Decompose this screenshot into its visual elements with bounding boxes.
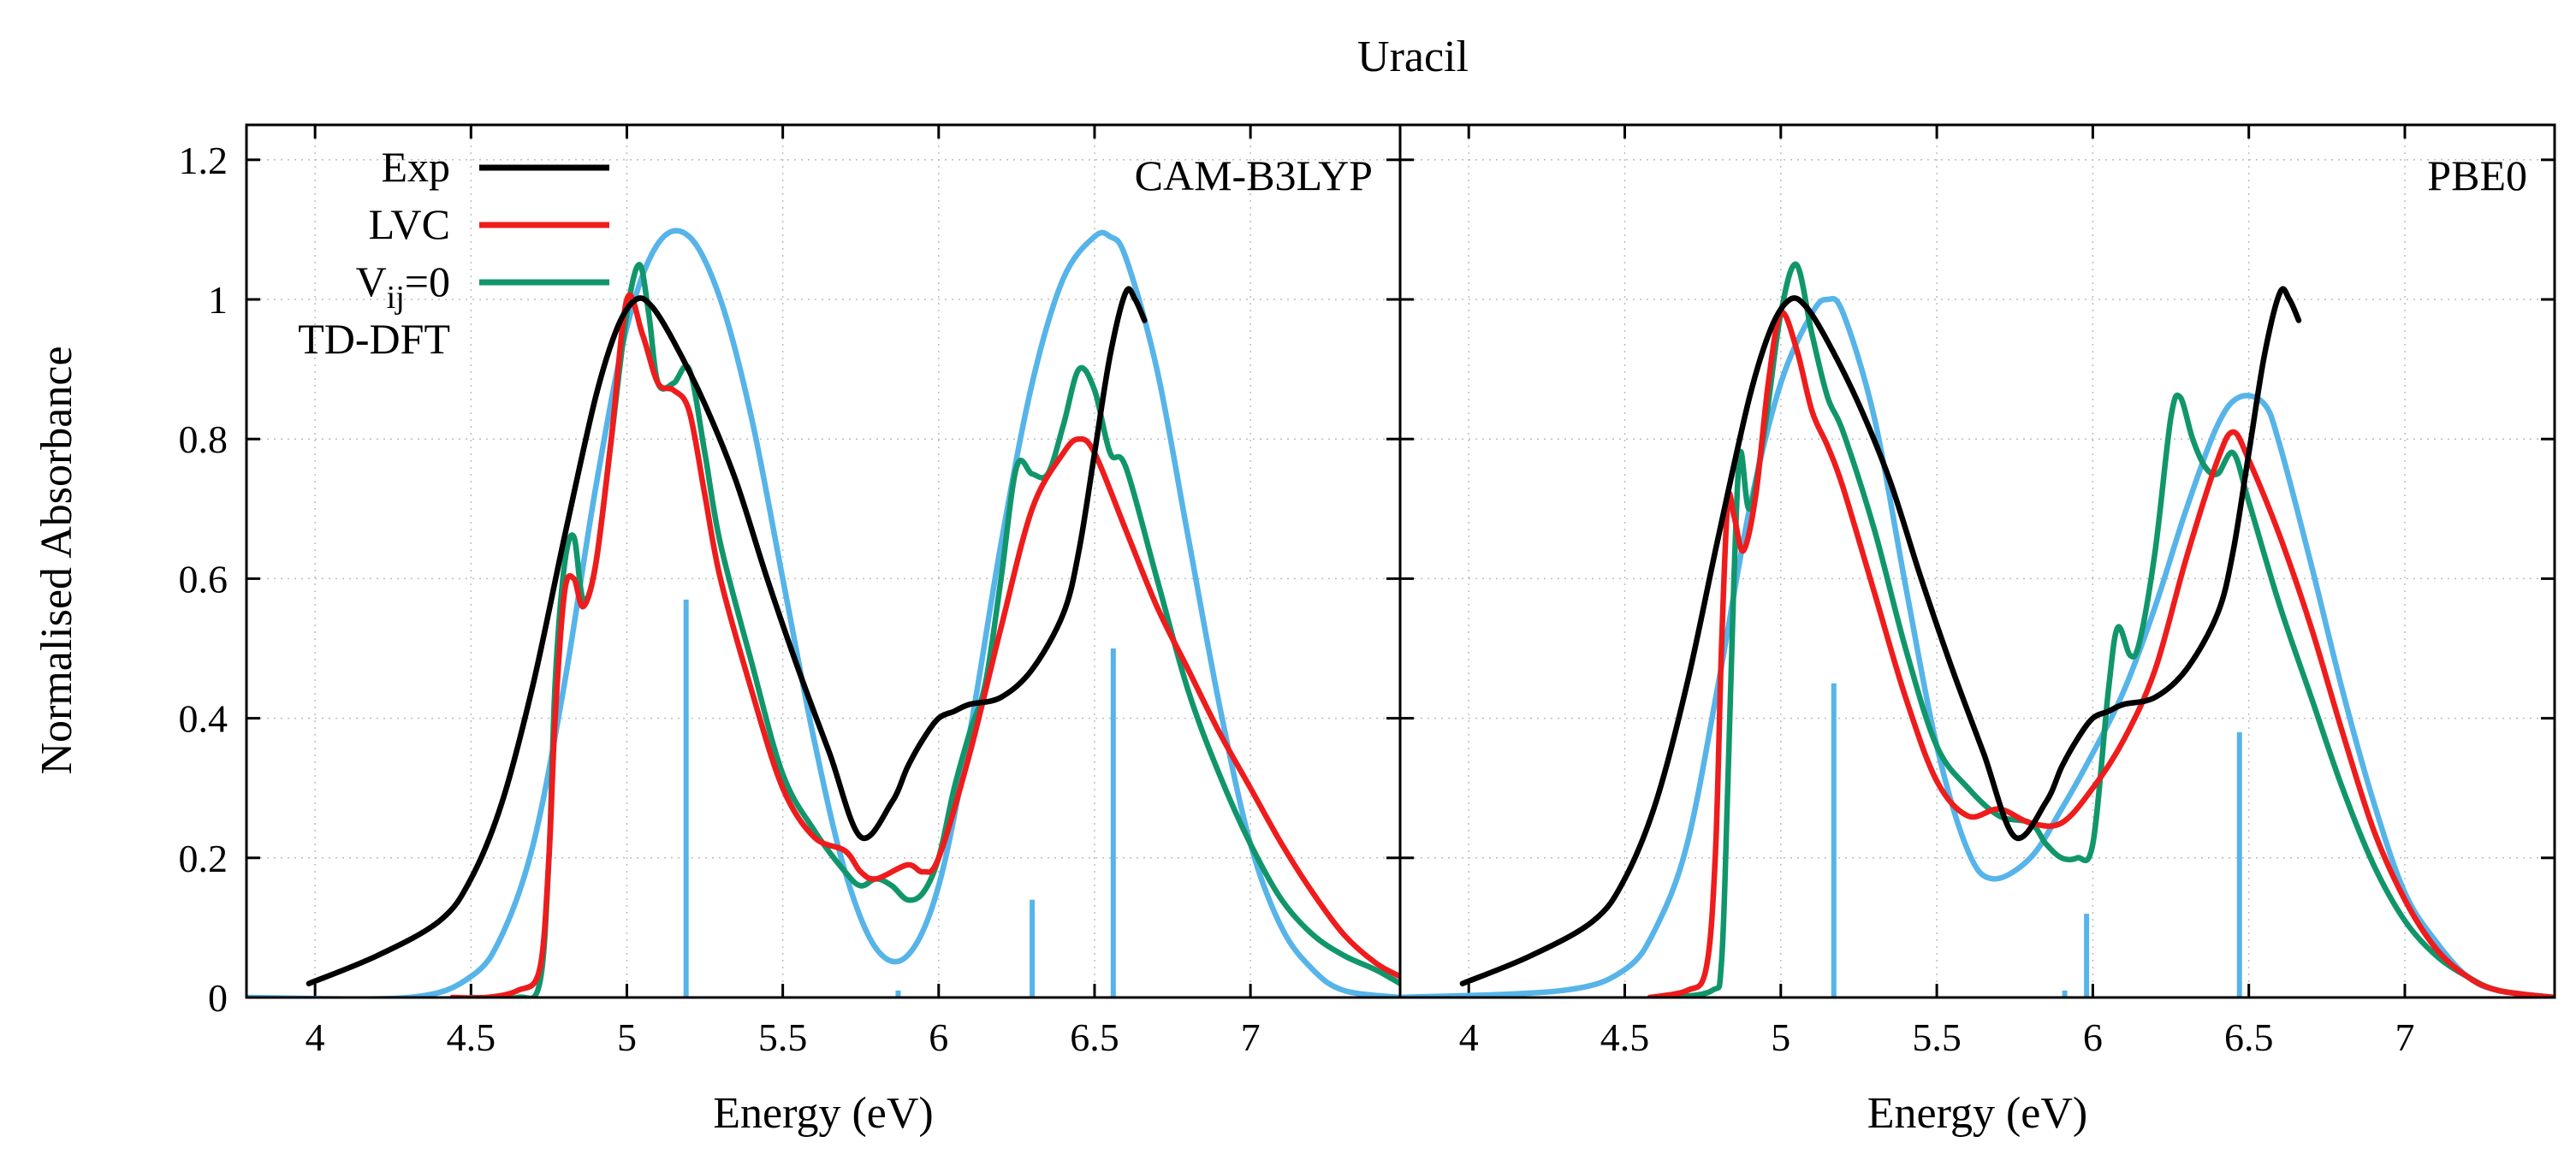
x-tick-label: 5: [617, 1015, 637, 1059]
legend: Exp LVC Vij=0TD-DFT: [298, 143, 609, 363]
lvc-curve: [449, 292, 1400, 997]
y-tick-label: 1: [208, 278, 228, 322]
exp-curve: [1459, 286, 2302, 986]
lvc-curve: [1647, 310, 2555, 997]
x-tick-label: 6: [929, 1015, 948, 1059]
td-dft-curve: [246, 228, 1400, 997]
vij0-curve: [1668, 261, 2555, 997]
x-tick-label: 5: [1771, 1015, 1790, 1059]
legend-label: LVC: [369, 200, 450, 248]
figure-title: Uracil: [1357, 33, 1469, 81]
legend-item-exp: Exp: [381, 143, 609, 191]
y-axis-label: Normalised Absorbance: [33, 346, 81, 774]
panel-cam-b3lyp: 0 0.2 0.4 0.6 0.8 1 1.2 4 4.5 5 5.5 6 6.5 7 CAM-B3LYP E…: [179, 123, 1402, 1138]
x-tick-label: 4: [306, 1015, 325, 1059]
x-tick-label: 5.5: [758, 1015, 808, 1059]
x-tick-label: 6.5: [1070, 1015, 1119, 1059]
panel-label: CAM-B3LYP: [1135, 151, 1373, 199]
y-tick-label: 1.2: [179, 139, 229, 182]
panel-label: PBE0: [2427, 151, 2527, 199]
exp-curve: [306, 286, 1148, 986]
y-tick-label: 0.8: [179, 417, 229, 461]
y-tick-label: 0: [208, 976, 228, 1020]
legend-label: Vij=0: [356, 257, 450, 316]
y-tick-label: 0.6: [179, 557, 229, 601]
x-tick-label: 7: [1241, 1015, 1261, 1059]
y-tick-label: 0.4: [179, 697, 229, 741]
legend-item-vij0: Vij=0: [356, 257, 609, 316]
legend-label: Exp: [381, 143, 450, 191]
x-tick-label: 6: [2083, 1015, 2103, 1059]
x-tick-label: 4.5: [1600, 1015, 1650, 1059]
x-tick-label: 6.5: [2224, 1015, 2274, 1059]
plot-frame: [245, 123, 1402, 999]
legend-label: TD-DFT: [298, 315, 450, 363]
x-axis-label: Energy (eV): [1867, 1089, 2088, 1138]
legend-item-lvc: LVC: [369, 200, 609, 248]
y-tick-label: 0.2: [179, 837, 229, 880]
plot-frame: [1398, 123, 2556, 999]
x-tick-label: 7: [2395, 1015, 2414, 1059]
panel-pbe0: 4 4.5 5 5.5 6 6.5 7 PBE0 Energy (eV): [1398, 123, 2556, 1138]
legend-item-undefined: TD-DFT: [298, 315, 450, 363]
x-tick-label: 5.5: [1912, 1015, 1962, 1059]
td-dft-curve: [1400, 295, 2555, 997]
x-axis-label: Energy (eV): [713, 1089, 934, 1138]
x-tick-label: 4: [1459, 1015, 1479, 1059]
x-tick-label: 4.5: [447, 1015, 496, 1059]
